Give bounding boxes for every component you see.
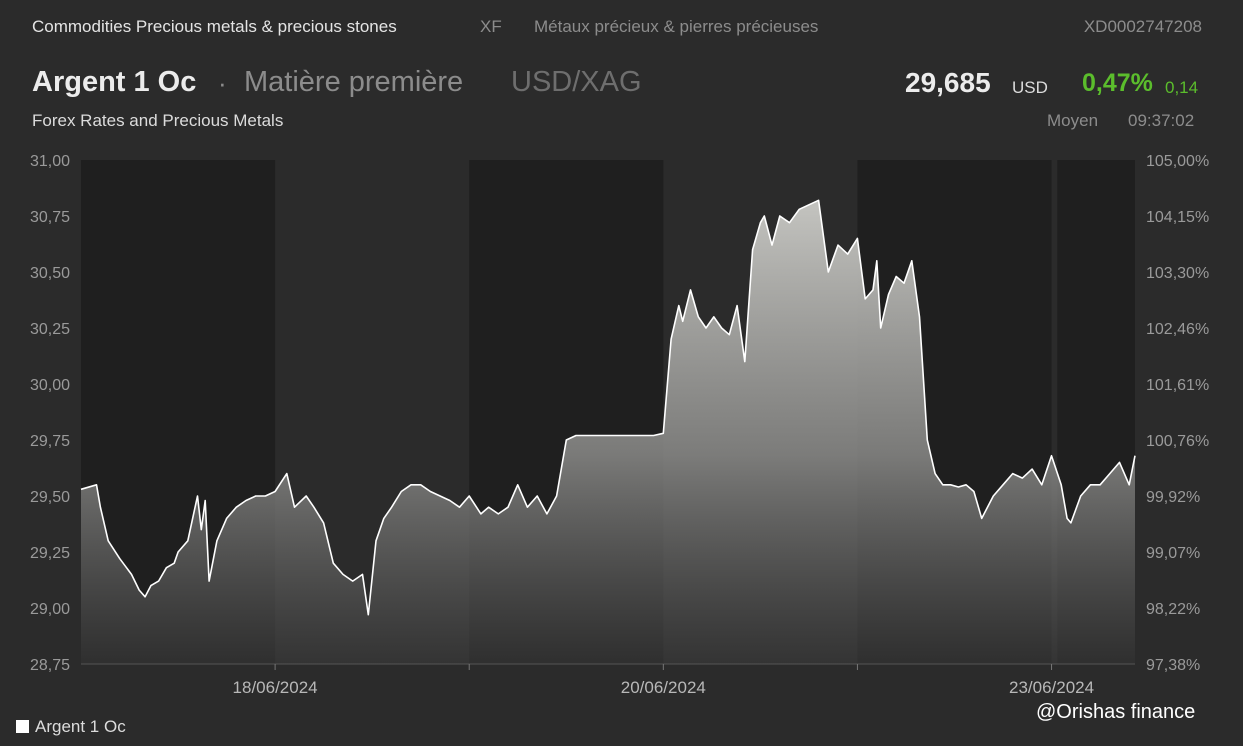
price-mode: Moyen	[1047, 111, 1099, 130]
change-percent: 0,47%	[1082, 69, 1153, 97]
price-currency: USD	[1012, 78, 1048, 97]
y-tick-label: 28,75	[30, 657, 70, 674]
y2-tick-label: 99,92%	[1146, 489, 1200, 506]
chart-legend: Argent 1 Oc	[16, 717, 126, 737]
y-tick-label: 30,00	[30, 377, 70, 394]
title-separator: ·	[218, 68, 227, 98]
legend-label: Argent 1 Oc	[35, 717, 126, 736]
y-tick-label: 30,75	[30, 209, 70, 226]
watermark: @Orishas finance	[1036, 701, 1196, 723]
y-tick-label: 29,75	[30, 433, 70, 450]
x-tick-label: 18/06/2024	[233, 678, 318, 697]
y-tick-label: 29,50	[30, 489, 70, 506]
y2-tick-label: 102,46%	[1146, 321, 1209, 338]
y-tick-label: 30,25	[30, 321, 70, 338]
y2-tick-label: 98,22%	[1146, 601, 1200, 618]
quote-time: 09:37:02	[1128, 111, 1195, 130]
x-tick-label: 23/06/2024	[1009, 678, 1094, 697]
y2-tick-label: 100,76%	[1146, 433, 1209, 450]
currency-pair: USD/XAG	[511, 66, 642, 98]
y-tick-label: 30,50	[30, 265, 70, 282]
series-line	[80, 199, 1136, 616]
y2-tick-label: 101,61%	[1146, 377, 1209, 394]
y2-tick-label: 104,15%	[1146, 209, 1209, 226]
market-subtitle: Forex Rates and Precious Metals	[32, 111, 284, 130]
x-tick-label: 20/06/2024	[621, 678, 706, 697]
y2-tick-label: 97,38%	[1146, 657, 1200, 674]
legend-swatch	[16, 720, 29, 733]
y2-tick-label: 99,07%	[1146, 545, 1200, 562]
y-tick-label: 29,00	[30, 601, 70, 618]
y-tick-label: 29,25	[30, 545, 70, 562]
change-absolute: 0,14	[1165, 78, 1199, 97]
instrument-type: Matière première	[244, 66, 464, 98]
isin-code: XD0002747208	[1083, 17, 1202, 36]
category-label: Commodities Precious metals & precious s…	[32, 17, 397, 36]
y-tick-label: 31,00	[30, 153, 70, 170]
y2-tick-label: 103,30%	[1146, 265, 1209, 282]
exchange-code: XF	[480, 17, 502, 36]
category-label-fr: Métaux précieux & pierres précieuses	[534, 17, 819, 36]
last-price: 29,685	[905, 67, 991, 98]
instrument-name: Argent 1 Oc	[32, 66, 197, 98]
y2-tick-label: 105,00%	[1146, 153, 1209, 170]
series-area	[81, 200, 1135, 665]
